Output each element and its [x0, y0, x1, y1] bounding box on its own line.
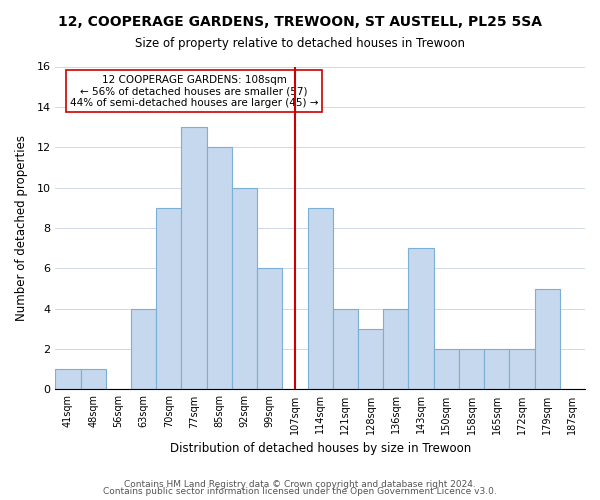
Bar [333, 308, 358, 390]
X-axis label: Distribution of detached houses by size in Trewoon: Distribution of detached houses by size … [170, 442, 471, 455]
Text: 12, COOPERAGE GARDENS, TREWOON, ST AUSTELL, PL25 5SA: 12, COOPERAGE GARDENS, TREWOON, ST AUSTE… [58, 15, 542, 29]
Text: Size of property relative to detached houses in Trewoon: Size of property relative to detached ho… [135, 38, 465, 51]
Bar [232, 188, 257, 390]
Bar [156, 208, 181, 390]
Bar [459, 349, 484, 390]
Bar [55, 369, 80, 390]
Y-axis label: Number of detached properties: Number of detached properties [15, 135, 28, 321]
Bar [308, 208, 333, 390]
Bar [509, 349, 535, 390]
Bar [80, 369, 106, 390]
Bar [383, 308, 409, 390]
Bar [257, 268, 283, 390]
Bar [484, 349, 509, 390]
Text: 12 COOPERAGE GARDENS: 108sqm
← 56% of detached houses are smaller (57)
44% of se: 12 COOPERAGE GARDENS: 108sqm ← 56% of de… [70, 74, 318, 108]
Bar [181, 127, 206, 390]
Text: Contains public sector information licensed under the Open Government Licence v3: Contains public sector information licen… [103, 487, 497, 496]
Bar [131, 308, 156, 390]
Text: Contains HM Land Registry data © Crown copyright and database right 2024.: Contains HM Land Registry data © Crown c… [124, 480, 476, 489]
Bar [409, 248, 434, 390]
Bar [358, 329, 383, 390]
Bar [206, 147, 232, 390]
Bar [535, 288, 560, 390]
Bar [434, 349, 459, 390]
